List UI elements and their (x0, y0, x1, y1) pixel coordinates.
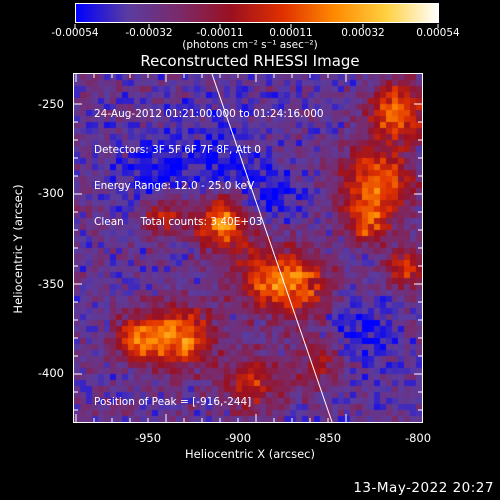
y-tick-label: -250 (37, 97, 64, 111)
colorbar-label: -0.00032 (125, 27, 173, 39)
peak-position: Position of Peak = [-916,-244] (94, 396, 252, 408)
plot-overlay (74, 74, 422, 422)
x-tick-label: -900 (224, 431, 252, 445)
x-tick-label: -950 (134, 431, 162, 445)
image-plot-area (73, 73, 423, 423)
y-axis-title: Heliocentric Y (arcsec) (11, 184, 25, 314)
colorbar-label: 0.00054 (416, 27, 460, 39)
info-line-detectors: Detectors: 3F 5F 6F 7F 8F, Att 0 (94, 144, 261, 156)
info-line-time: 24-Aug-2012 01:21:00.000 to 01:24:16.000 (94, 108, 324, 120)
colorbar-units: (photons cm⁻² s⁻¹ asec⁻²) (182, 39, 318, 51)
colorbar-label: -0.00011 (196, 27, 244, 39)
colorbar-label: 0.00011 (269, 27, 313, 39)
info-line-energy: Energy Range: 12.0 - 25.0 keV (94, 180, 255, 192)
rhessi-heatmap (74, 74, 422, 422)
x-axis-title: Heliocentric X (arcsec) (185, 447, 315, 461)
y-tick-label: -400 (37, 366, 64, 380)
x-tick-label: -800 (404, 431, 432, 445)
plot-title: Reconstructed RHESSI Image (140, 52, 360, 70)
colorbar-ticks (74, 24, 439, 28)
info-line-counts: Clean Total counts: 3.40E+03 (94, 216, 263, 228)
colorbar (75, 3, 439, 23)
axis-tickmarks (74, 74, 422, 422)
observation-info: 24-Aug-2012 01:21:00.000 to 01:24:16.000… (94, 84, 324, 240)
limb-line (211, 74, 333, 422)
render-timestamp: 13-May-2022 20:27 (353, 480, 494, 496)
y-tick-label: -350 (37, 277, 64, 291)
colorbar-label: 0.00032 (341, 27, 385, 39)
x-tick-label: -850 (314, 431, 342, 445)
y-tick-label: -300 (37, 186, 64, 200)
colorbar-label: -0.00054 (51, 27, 99, 39)
